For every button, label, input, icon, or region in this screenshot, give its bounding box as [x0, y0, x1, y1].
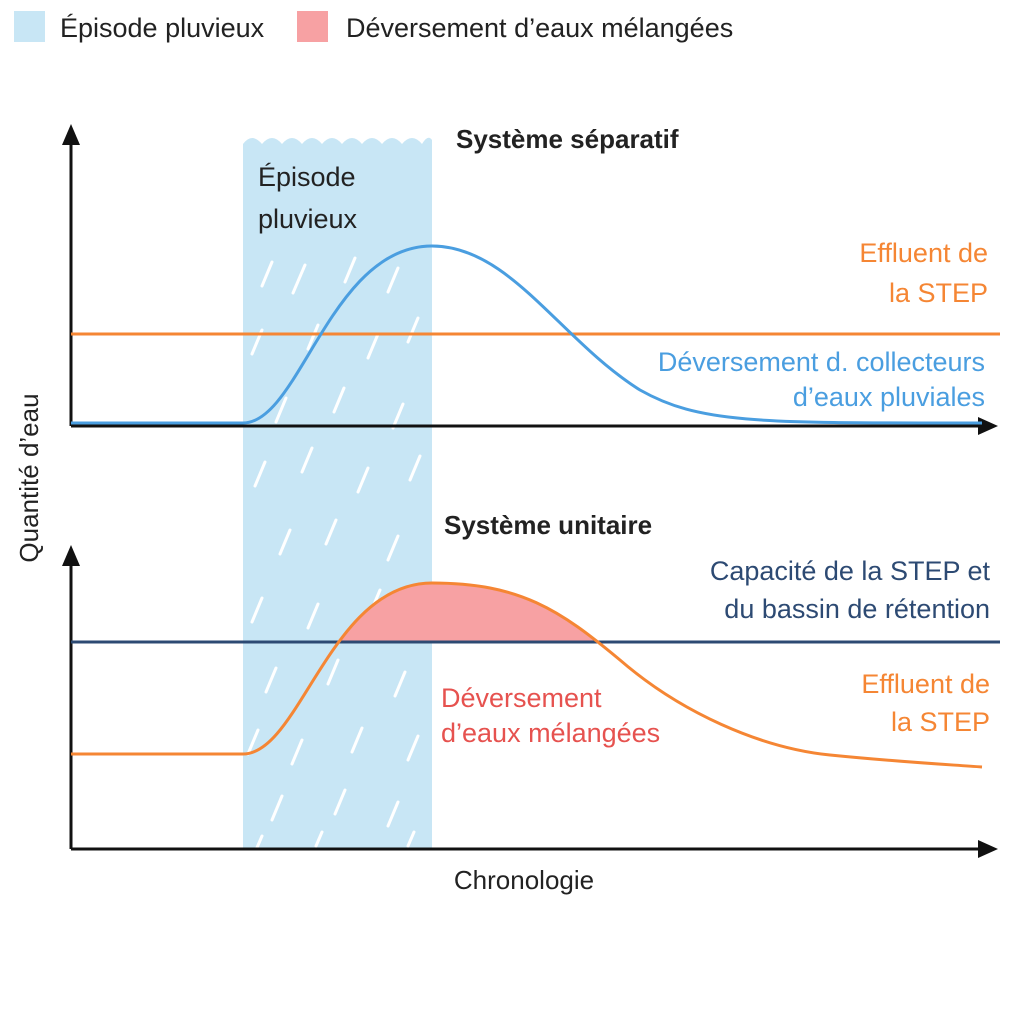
bottom-overflow-label-line1: Déversement: [441, 683, 602, 713]
bottom-panel: Système unitaire Capacité de la STEP et …: [62, 510, 1000, 858]
x-axis-label: Chronologie: [454, 865, 594, 895]
rain-band-label-line1: Épisode: [258, 162, 356, 192]
bottom-overflow-label-line2: d’eaux mélangées: [441, 718, 660, 748]
rain-band-label-line2: pluvieux: [258, 204, 358, 234]
top-y-axis-arrow-icon: [62, 124, 80, 145]
bottom-effluent-label-line1: Effluent de: [861, 669, 990, 699]
top-effluent-label-line2: la STEP: [889, 278, 988, 308]
bottom-capacity-label-line2: du bassin de rétention: [724, 594, 990, 624]
rain-band: Épisode pluvieux: [243, 137, 432, 852]
bottom-overflow-area: [338, 583, 598, 642]
legend-overflow-swatch: [297, 11, 328, 42]
top-stormwater-label-line1: Déversement d. collecteurs: [658, 347, 985, 377]
bottom-effluent-label-line2: la STEP: [891, 707, 990, 737]
legend-rain-swatch: [14, 11, 45, 42]
legend: Épisode pluvieux Déversement d’eaux méla…: [14, 11, 733, 43]
top-panel-title: Système séparatif: [456, 124, 679, 154]
bottom-effluent-curve: [71, 581, 983, 769]
rain-streaks: [246, 256, 422, 852]
bottom-x-axis-arrow-icon: [978, 840, 998, 858]
legend-overflow-label: Déversement d’eaux mélangées: [346, 13, 733, 43]
top-x-axis-arrow-icon: [978, 417, 998, 435]
top-stormwater-label-line2: d’eaux pluviales: [793, 382, 985, 412]
y-axis-label: Quantité d’eau: [14, 393, 44, 562]
top-stormwater-curve: [71, 244, 983, 425]
bottom-y-axis-arrow-icon: [62, 545, 80, 566]
bottom-panel-title: Système unitaire: [444, 510, 652, 540]
top-panel: Système séparatif Effluent de la STEP Dé…: [62, 124, 1000, 435]
legend-rain-label: Épisode pluvieux: [60, 13, 265, 43]
bottom-capacity-label-line1: Capacité de la STEP et: [710, 556, 991, 586]
top-effluent-label-line1: Effluent de: [859, 238, 988, 268]
rain-band-area: [243, 137, 432, 848]
